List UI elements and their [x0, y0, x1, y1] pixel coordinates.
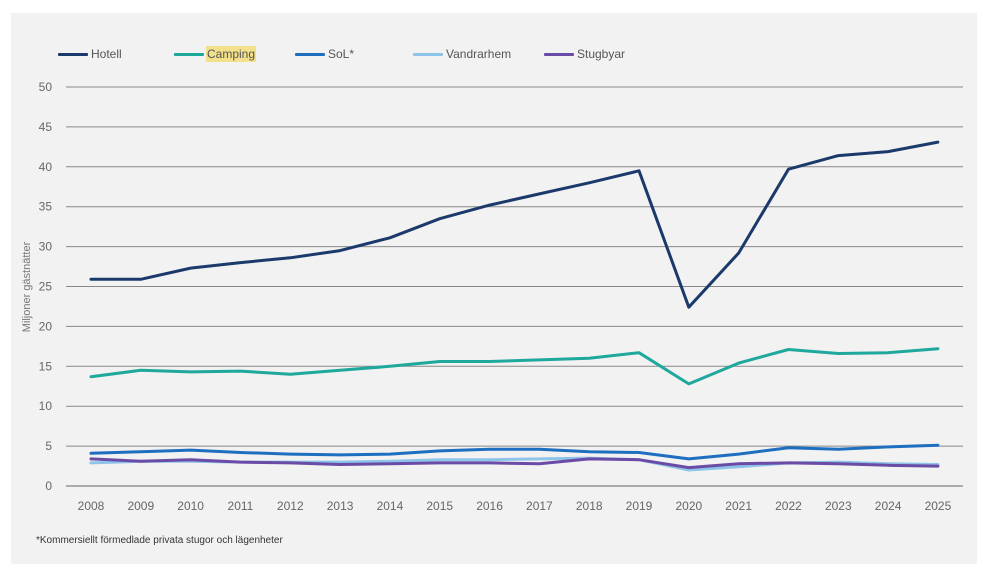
x-tick-label: 2021 — [725, 499, 752, 513]
x-tick-label: 2010 — [177, 499, 204, 513]
legend-label: Camping — [206, 46, 257, 62]
y-tick-label: 0 — [45, 479, 52, 493]
x-axis-ticks: 2008 2009 2010 2011 2012 2013 2014 2015 2016 2017… — [78, 499, 952, 513]
x-tick-label: 2022 — [775, 499, 802, 513]
series-line-sol — [89, 443, 940, 461]
x-tick-label: 2025 — [925, 499, 952, 513]
series-line-hotell — [89, 140, 940, 309]
x-tick-label: 2018 — [576, 499, 603, 513]
x-tick-label: 2013 — [327, 499, 354, 513]
x-tick-label: 2012 — [277, 499, 304, 513]
x-tick-label: 2019 — [626, 499, 653, 513]
series-line-stugbyar — [89, 457, 940, 470]
legend-label: Stugbyar — [577, 47, 626, 61]
legend-label: Hotell — [91, 47, 122, 61]
x-tick-label: 2020 — [675, 499, 702, 513]
chart-panel — [11, 13, 977, 564]
legend-swatch — [174, 53, 204, 56]
legend-label: SoL* — [328, 47, 355, 61]
legend-swatch — [295, 53, 325, 56]
y-axis-label: Miljoner gästnätter — [21, 241, 33, 332]
series-line-camping — [89, 347, 940, 386]
legend-label: Vandrarhem — [446, 47, 512, 61]
legend-swatch — [413, 53, 443, 56]
x-tick-label: 2024 — [875, 499, 902, 513]
y-tick-label: 20 — [39, 319, 53, 333]
y-tick-label: 40 — [39, 160, 53, 174]
series-lines — [89, 140, 940, 472]
y-tick-label: 10 — [39, 399, 53, 413]
y-tick-label: 15 — [39, 359, 53, 373]
x-tick-label: 2008 — [78, 499, 105, 513]
y-tick-label: 50 — [39, 80, 53, 94]
x-tick-label: 2009 — [127, 499, 154, 513]
y-tick-label: 5 — [45, 439, 52, 453]
x-tick-label: 2014 — [377, 499, 404, 513]
x-tick-label: 2011 — [228, 499, 254, 513]
x-tick-label: 2017 — [526, 499, 553, 513]
footnote: *Kommersiellt förmedlade privata stugor … — [36, 535, 283, 546]
x-tick-label: 2016 — [476, 499, 503, 513]
x-tick-label: 2015 — [426, 499, 453, 513]
y-axis-ticks: 0 5 10 15 20 25 30 35 40 45 50 — [39, 80, 53, 493]
y-tick-label: 30 — [39, 240, 53, 254]
x-tick-label: 2023 — [825, 499, 852, 513]
gridlines — [66, 86, 963, 487]
y-tick-label: 35 — [39, 200, 53, 214]
y-tick-label: 45 — [39, 120, 53, 134]
y-tick-label: 25 — [39, 280, 53, 294]
legend-swatch — [544, 53, 574, 56]
legend-swatch — [58, 53, 88, 56]
